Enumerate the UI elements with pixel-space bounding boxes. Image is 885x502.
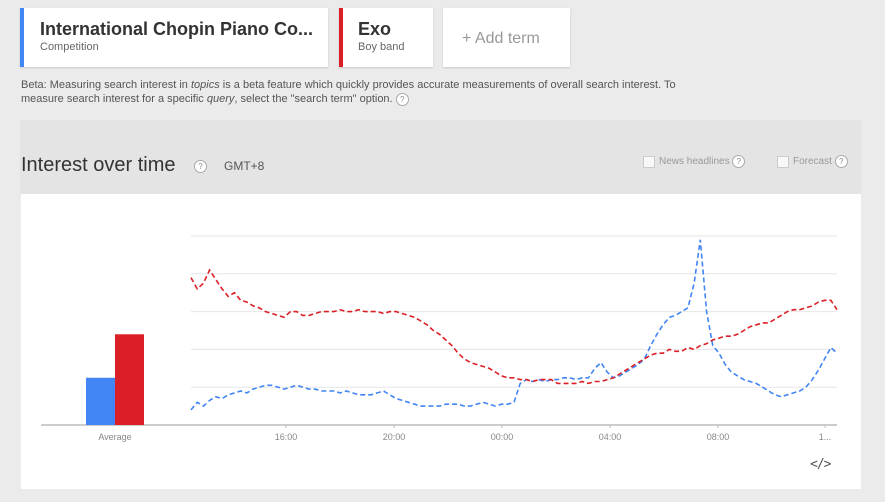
timezone-label: GMT+8: [224, 159, 265, 173]
x-tick-label: 1...: [819, 432, 832, 442]
term-card-chopin[interactable]: International Chopin Piano Co... Competi…: [20, 8, 328, 67]
series-line: [190, 268, 838, 385]
average-bar: [115, 334, 144, 425]
beta-text: is a beta feature which quickly provides…: [21, 79, 676, 105]
beta-topics: topics: [190, 79, 220, 91]
series-line: [190, 239, 838, 411]
x-tick-label: 00:00: [491, 432, 514, 442]
term-subtitle: Competition: [40, 41, 99, 53]
embed-icon[interactable]: </>: [810, 457, 832, 472]
news-checkbox[interactable]: [643, 155, 655, 168]
term-title: Exo: [358, 19, 392, 39]
interest-over-time-chart: Average 16:00 20:00 00:00 04:00 08:00 1...: [41, 235, 838, 442]
x-tick-label: 20:00: [383, 432, 406, 442]
term-subtitle: Boy band: [358, 41, 405, 53]
beta-notice: Beta: Measuring search interest in topic…: [21, 78, 701, 106]
term-color-bar: [20, 8, 24, 67]
news-label: News headlines: [659, 156, 730, 168]
average-bar: [86, 377, 115, 425]
section-header-panel: [20, 120, 861, 194]
help-icon[interactable]: ?: [194, 160, 207, 173]
forecast-toggle[interactable]: Forecast ?: [777, 155, 848, 168]
beta-text: , select the "search term" option.: [234, 93, 393, 105]
term-card-exo[interactable]: Exo Boy band: [339, 8, 433, 67]
x-tick-label: 08:00: [707, 432, 730, 442]
beta-text: Beta: Measuring search interest in: [21, 79, 191, 91]
term-title: International Chopin Piano Co...: [40, 19, 313, 39]
x-tick-label: 04:00: [599, 432, 622, 442]
help-icon[interactable]: ?: [834, 155, 848, 168]
news-headlines-toggle[interactable]: News headlines ?: [643, 155, 746, 168]
help-icon[interactable]: ?: [732, 155, 746, 168]
add-term-button[interactable]: + Add term: [443, 8, 570, 67]
forecast-label: Forecast: [793, 156, 832, 168]
chart-card: Average 16:00 20:00 00:00 04:00 08:00 1...: [21, 194, 861, 489]
x-tick-label: 16:00: [275, 432, 298, 442]
beta-query: query: [206, 93, 235, 105]
help-icon[interactable]: ?: [395, 92, 409, 106]
average-label: Average: [98, 432, 131, 442]
term-color-bar: [339, 8, 343, 67]
forecast-checkbox[interactable]: [777, 155, 789, 168]
add-term-label: + Add term: [462, 30, 540, 47]
section-title: Interest over time: [21, 154, 176, 176]
